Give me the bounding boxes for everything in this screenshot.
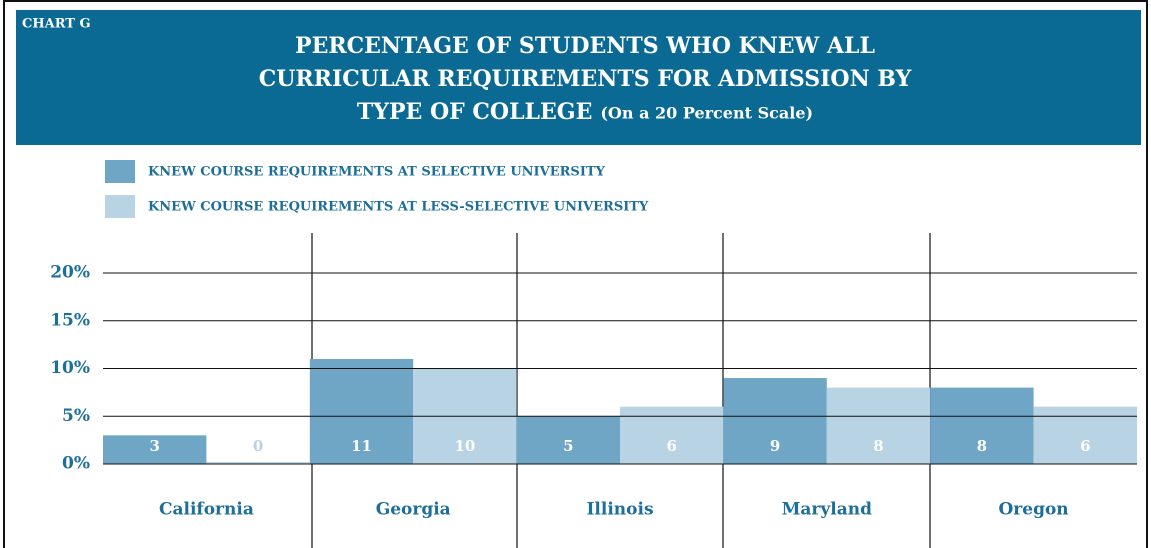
y-tick-label: 10% — [50, 358, 90, 378]
y-tick-label: 20% — [50, 263, 90, 283]
chart-title: PERCENTAGE OF STUDENTS WHO KNEW ALL — [295, 33, 875, 59]
bar — [206, 462, 310, 464]
bar — [103, 435, 207, 464]
data-label: 10 — [454, 437, 475, 455]
x-tick-label: California — [159, 500, 254, 520]
y-tick-label: 15% — [50, 310, 90, 330]
bar — [930, 387, 1034, 464]
data-label: 11 — [351, 437, 372, 455]
x-tick-label: Illinois — [586, 500, 653, 520]
data-label: 8 — [977, 437, 987, 455]
bar — [826, 387, 931, 464]
bar — [723, 378, 827, 464]
legend-swatch — [105, 195, 135, 218]
y-tick-label: 0% — [62, 454, 90, 474]
chart-title: TYPE OF COLLEGE — [357, 99, 592, 125]
legend-label: KNEW COURSE REQUIREMENTS AT SELECTIVE UN… — [148, 165, 606, 180]
chart-title: CURRICULAR REQUIREMENTS FOR ADMISSION BY — [259, 66, 912, 92]
legend-swatch — [105, 160, 135, 183]
bar — [1033, 406, 1137, 464]
y-tick-label: 5% — [62, 406, 90, 426]
x-tick-label: Oregon — [999, 500, 1069, 520]
data-label: 0 — [253, 437, 263, 455]
data-label: 6 — [1080, 437, 1090, 455]
data-label: 5 — [563, 437, 573, 455]
chart-label: CHART G — [22, 17, 91, 32]
data-label: 9 — [770, 437, 780, 455]
chart-subtitle: (On a 20 Percent Scale) — [600, 104, 813, 123]
header — [16, 10, 1141, 145]
border — [3, 0, 1148, 548]
data-label: 6 — [666, 437, 676, 455]
bar — [516, 416, 620, 464]
legend-label: KNEW COURSE REQUIREMENTS AT LESS-SELECTI… — [148, 200, 649, 215]
bar — [309, 358, 414, 464]
data-label: 3 — [149, 437, 159, 455]
x-tick-label: Georgia — [376, 500, 451, 520]
data-label: 8 — [873, 437, 883, 455]
x-tick-label: Maryland — [782, 500, 873, 520]
bar — [620, 406, 724, 464]
